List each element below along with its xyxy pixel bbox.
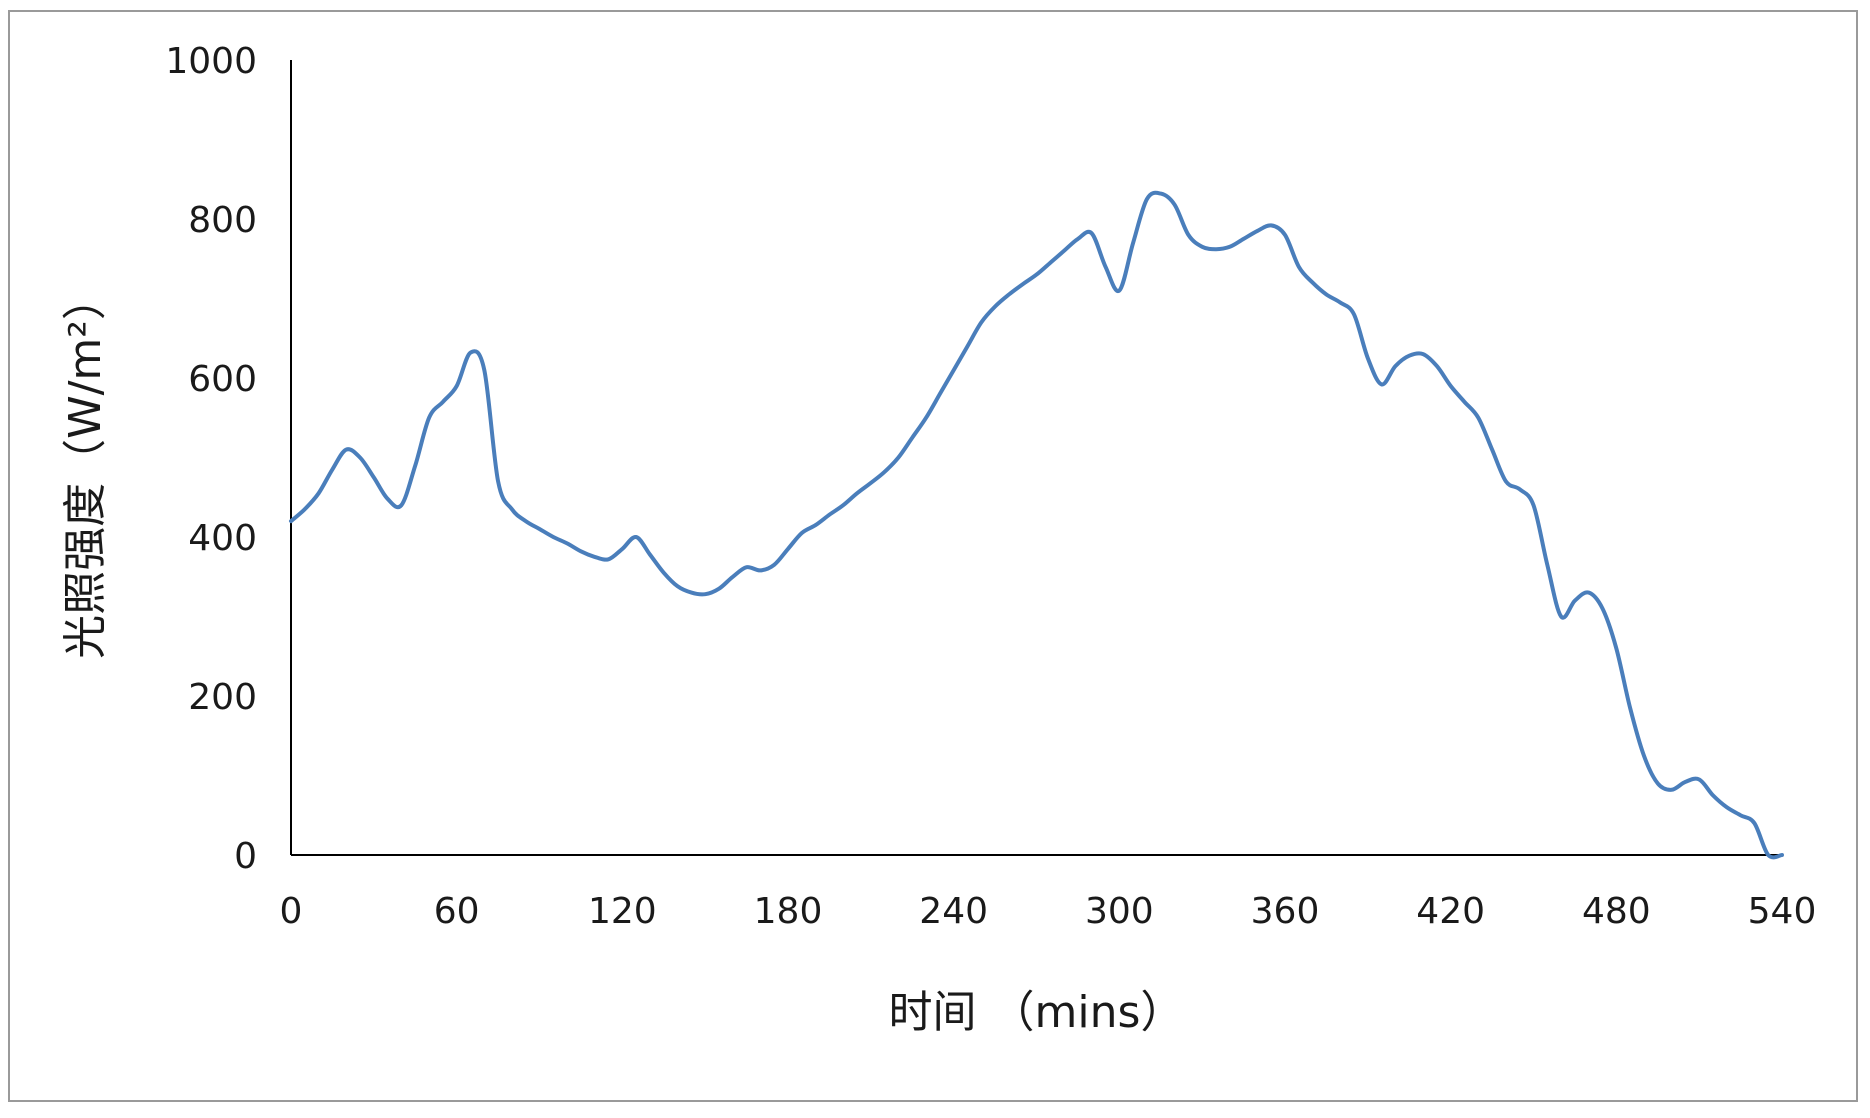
y-tick-label: 600 (188, 359, 257, 400)
y-tick-label: 0 (234, 836, 257, 877)
y-axis-title: 光照强度（W/m²） (60, 276, 111, 659)
x-tick-label: 60 (434, 891, 480, 932)
y-tick-label: 200 (188, 677, 257, 718)
y-tick-label: 1000 (165, 41, 257, 82)
x-tick-label: 180 (754, 891, 823, 932)
x-tick-labels: 0 60 120 180 240 300 360 420 480 540 (280, 891, 1817, 932)
x-tick-label: 360 (1251, 891, 1320, 932)
x-tick-label: 240 (919, 891, 988, 932)
y-tick-label: 800 (188, 200, 257, 241)
x-tick-label: 300 (1085, 891, 1154, 932)
chart-frame (8, 10, 1858, 1102)
y-tick-labels: 0 200 400 600 800 1000 (165, 41, 257, 877)
x-tick-label: 480 (1582, 891, 1651, 932)
x-tick-label: 120 (588, 891, 657, 932)
series-line (289, 190, 1784, 860)
x-axis-title: 时间 （mins） (889, 987, 1185, 1038)
x-tick-label: 420 (1416, 891, 1485, 932)
x-tick-label: 0 (280, 891, 303, 932)
x-tick-label: 540 (1748, 891, 1817, 932)
y-tick-label: 400 (188, 518, 257, 559)
